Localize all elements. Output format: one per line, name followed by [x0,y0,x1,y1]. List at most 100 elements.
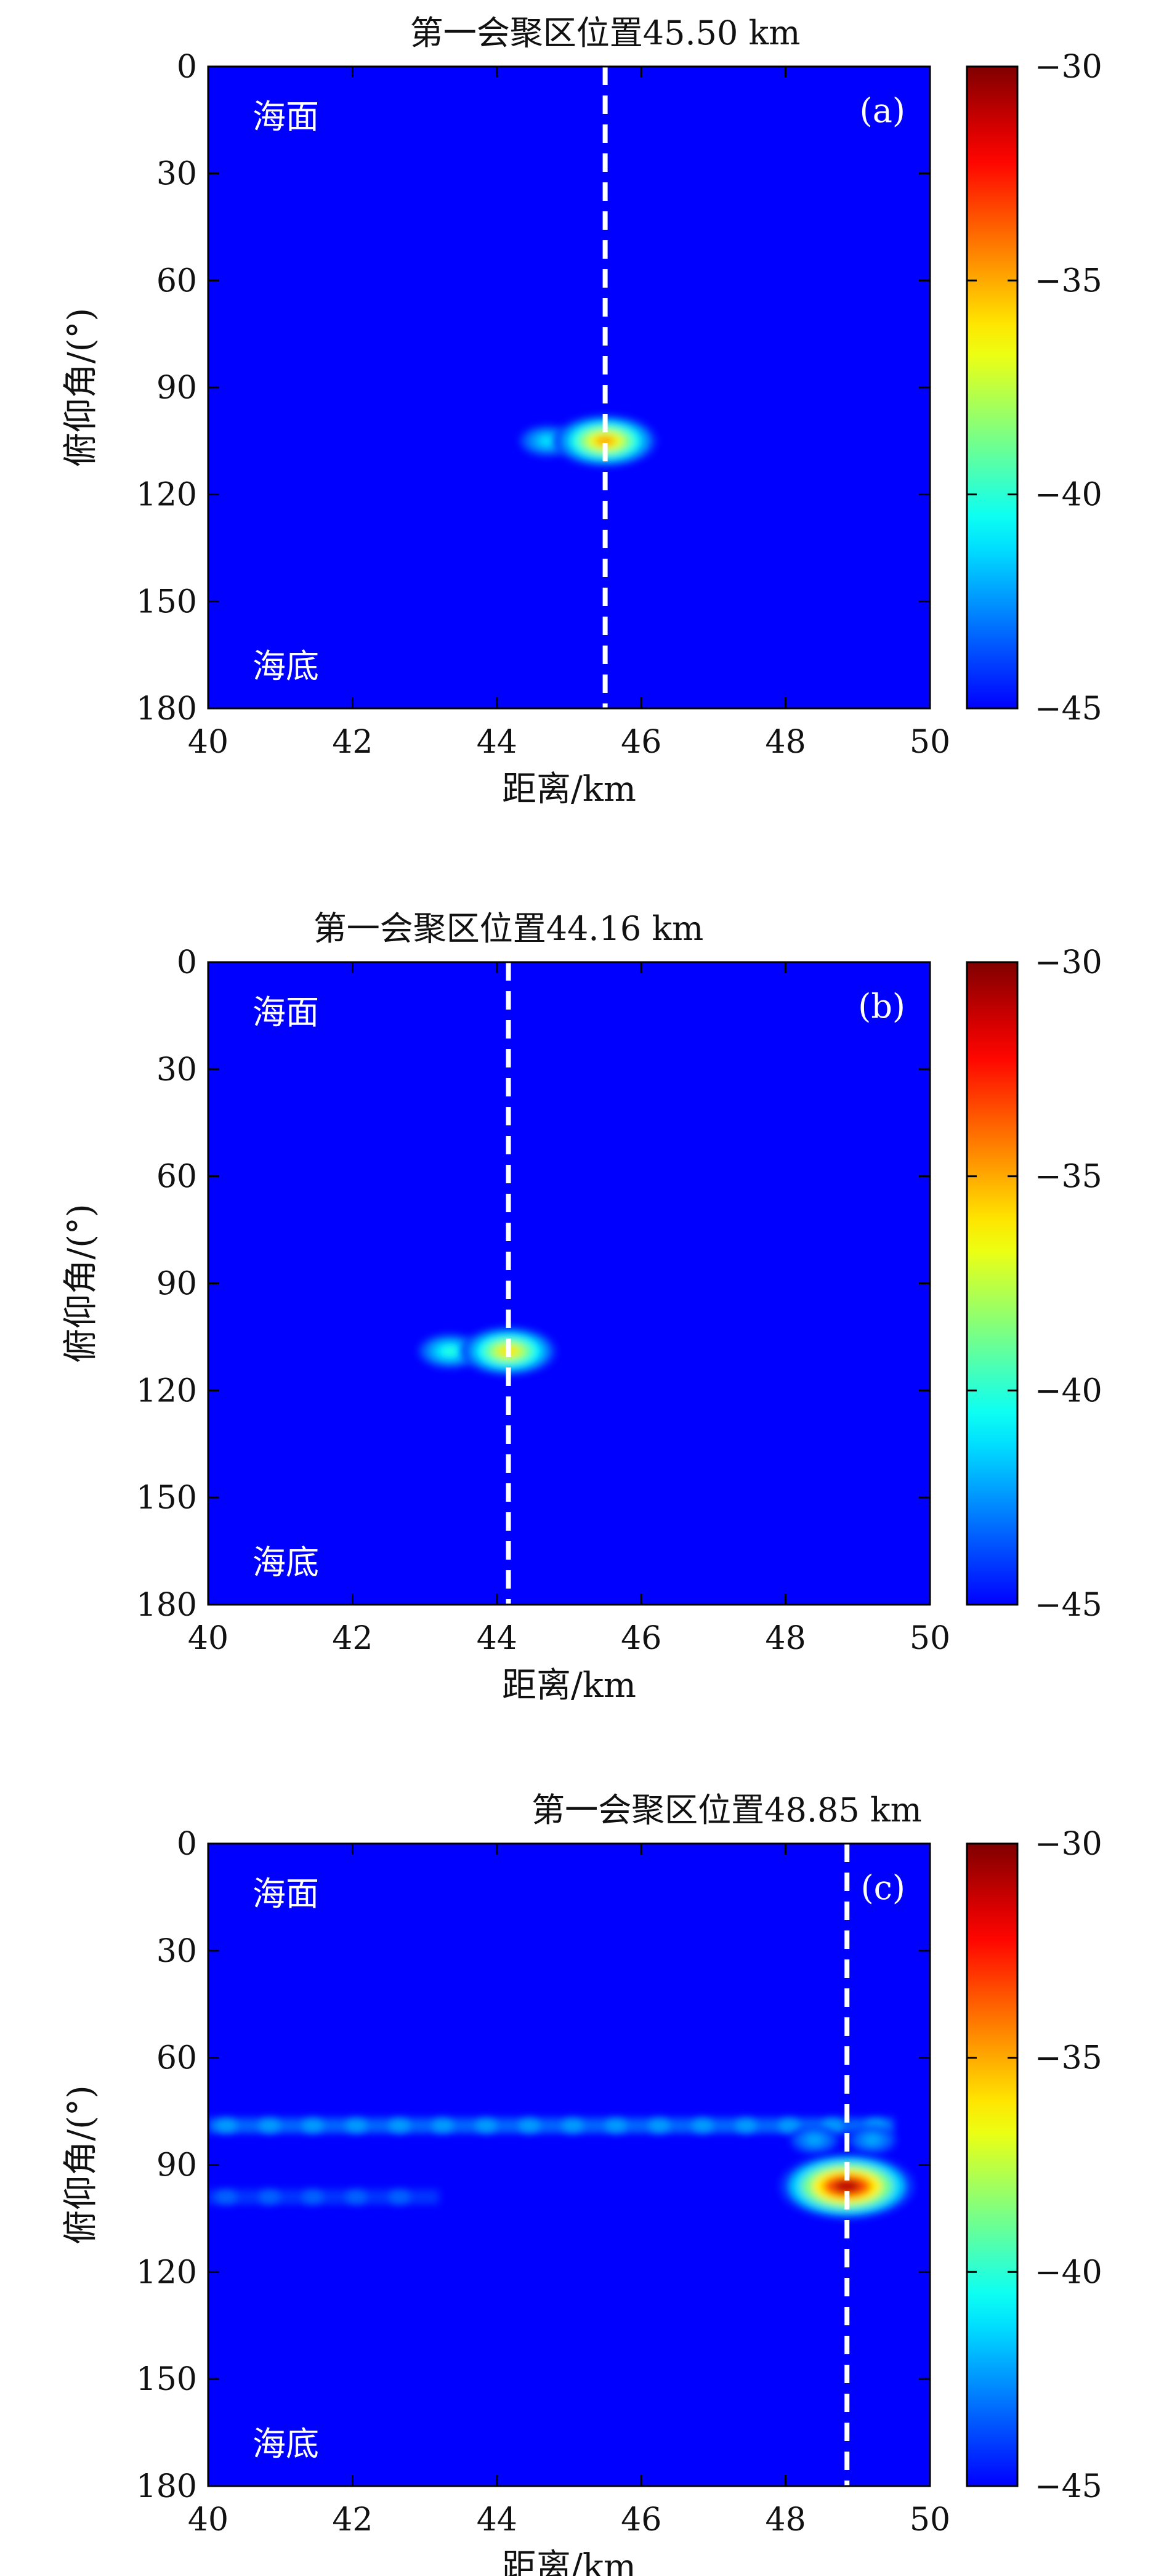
x-tick-label: 50 [910,1620,950,1657]
band-ripple [345,2189,368,2205]
x-axis-label: 距离/km [502,2547,636,2576]
chart-title: 第一会聚区位置45.50 km [410,14,801,52]
x-tick-label: 40 [188,1620,228,1657]
band-ripple [215,2118,238,2133]
chart-title: 第一会聚区位置44.16 km [313,909,704,948]
colorbar-tick-label: −30 [1035,49,1102,86]
y-tick-label: 120 [136,1372,197,1409]
band-ripple [258,2118,281,2133]
sea-bottom-label: 海底 [253,1543,319,1582]
y-tick-label: 150 [136,1480,197,1517]
sea-bottom-label: 海底 [253,2424,319,2463]
band-ripple [301,2189,324,2205]
y-tick-label: 150 [136,2361,197,2398]
x-tick-label: 40 [188,2501,228,2538]
band-ripple [431,2118,454,2133]
band-ripple [691,2118,714,2133]
band-ripple [301,2118,324,2133]
plot-background [208,67,930,708]
y-tick-label: 60 [156,262,197,299]
y-tick-label: 90 [156,2147,197,2184]
colorbar-tick-label: −35 [1035,1159,1102,1196]
colorbar-tick-label: −40 [1035,2254,1102,2291]
colorbar: −30 −35 −40 −45 [966,944,1102,1624]
sea-surface-label: 海面 [253,1874,319,1913]
band-ripple [475,2118,498,2133]
colorbar-tick-label: −30 [1035,944,1102,981]
x-tick-label: 42 [332,2501,373,2538]
x-tick-label: 42 [332,724,373,761]
x-tick-label: 50 [910,2501,950,2538]
colorbar-tick-label: −40 [1035,1372,1102,1409]
y-tick-label: 180 [136,1587,197,1624]
colorbar-gradient [966,1842,1019,2487]
x-tick-label: 44 [477,724,517,761]
band-ripple [215,2189,238,2205]
band-ripple [561,2118,584,2133]
y-tick-label: 30 [156,1051,197,1088]
band-ripple [345,2118,368,2133]
band-ripple [388,2189,411,2205]
colorbar: −30 −35 −40 −45 [966,1826,1102,2505]
hotspot-2 [848,2126,897,2154]
y-tick-label: 60 [156,1159,197,1196]
x-tick-label: 40 [188,724,228,761]
colorbar-tick-label: −35 [1035,262,1102,299]
colorbar-tick-label: −45 [1035,2468,1102,2505]
colorbar-gradient [966,65,1019,710]
plot-background [208,962,930,1605]
y-tick-label: 90 [156,1266,197,1303]
colorbar-gradient [966,961,1019,1606]
y-tick-label: 120 [136,477,197,514]
x-tick-label: 42 [332,1620,373,1657]
colorbar-tick-label: −30 [1035,1826,1102,1863]
y-axis-label: 俯仰角/(°) [61,2085,101,2245]
y-tick-label: 30 [156,156,197,193]
y-tick-label: 120 [136,2254,197,2291]
band-ripple [518,2118,541,2133]
band-ripple [605,2118,628,2133]
sea-bottom-label: 海底 [253,647,319,686]
x-tick-label: 46 [621,1620,661,1657]
y-tick-label: 180 [136,691,197,727]
y-tick-label: 150 [136,583,197,620]
band-ripple [778,2118,801,2133]
x-axis-label: 距离/km [502,769,636,809]
y-tick-label: 60 [156,2040,197,2077]
x-tick-label: 48 [766,2501,806,2538]
x-axis-label: 距离/km [502,1666,636,1706]
sea-surface-label: 海面 [253,993,319,1032]
panel-label: (b) [858,987,905,1026]
y-tick-label: 0 [177,49,197,86]
colorbar-tick-label: −45 [1035,691,1102,727]
panel-label: (a) [860,91,905,130]
x-tick-label: 46 [621,724,661,761]
band-ripple [258,2189,281,2205]
colorbar-tick-label: −40 [1035,477,1102,514]
colorbar: −30 −35 −40 −45 [966,49,1102,727]
panel-label: (c) [861,1868,905,1907]
y-tick-label: 0 [177,1826,197,1863]
x-tick-label: 50 [910,724,950,761]
x-tick-label: 48 [766,1620,806,1657]
band-ripple [388,2118,411,2133]
y-tick-label: 90 [156,370,197,407]
y-tick-label: 0 [177,944,197,981]
band-ripple [735,2118,758,2133]
hotspot-1 [790,2126,839,2154]
band-ripple [648,2118,671,2133]
hotspot-2 [554,415,657,467]
x-tick-label: 44 [477,2501,517,2538]
sea-surface-label: 海面 [253,97,319,136]
x-tick-label: 44 [477,1620,517,1657]
y-axis-label: 俯仰角/(°) [61,308,101,468]
y-tick-label: 180 [136,2468,197,2505]
x-tick-label: 46 [621,2501,661,2538]
colorbar-tick-label: −45 [1035,1587,1102,1624]
hotspot-3 [780,2153,914,2219]
y-axis-label: 俯仰角/(°) [61,1204,101,1363]
chart-title: 第一会聚区位置48.85 km [531,1791,922,1829]
